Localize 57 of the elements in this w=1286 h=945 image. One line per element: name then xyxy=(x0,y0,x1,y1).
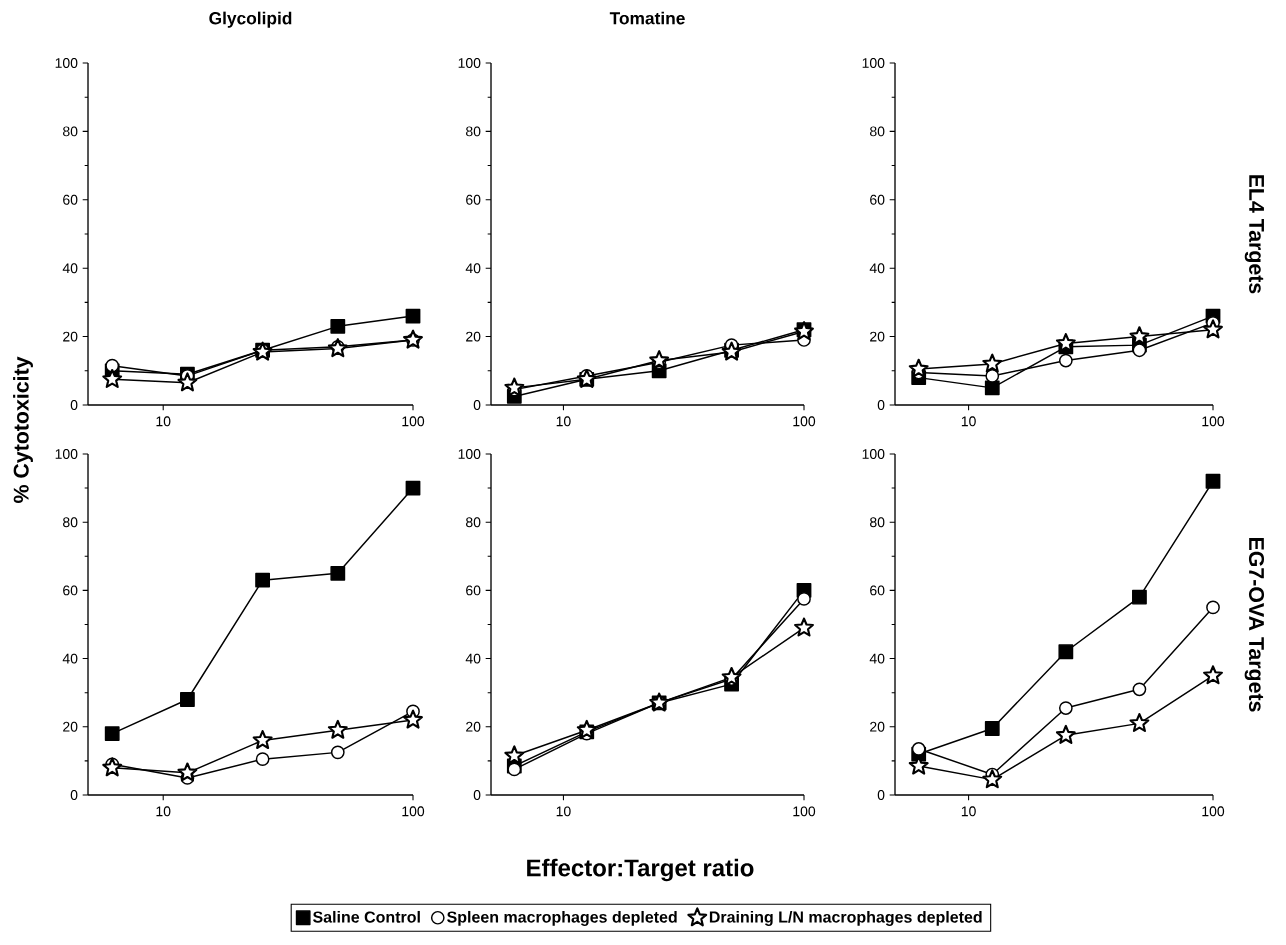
y-tick-label: 80 xyxy=(63,517,78,528)
y-tick-label: 60 xyxy=(870,194,885,205)
y-tick-label: 20 xyxy=(870,331,885,342)
y-tick-label: 0 xyxy=(70,400,78,410)
text: EL4 Targets xyxy=(1244,175,1264,294)
y-axis-title: % Cytotoxicity xyxy=(13,356,33,503)
y-tick-label: 0 xyxy=(473,400,481,410)
y-tick-label: 60 xyxy=(63,194,78,205)
chart-title: Tomatine xyxy=(609,11,685,25)
y-tick-label: 60 xyxy=(870,585,885,596)
y-tick-label: 100 xyxy=(862,58,885,68)
x-tick-label: 100 xyxy=(793,416,816,427)
y-tick-label: 20 xyxy=(870,721,885,732)
y-tick-label: 40 xyxy=(62,653,78,664)
y-tick-label: 20 xyxy=(63,721,78,732)
y-tick-label: 100 xyxy=(458,58,481,68)
y-tick-label: 0 xyxy=(877,790,885,800)
legend-label: Spleen macrophages depleted xyxy=(447,910,677,926)
y-tick-label: 80 xyxy=(466,126,481,137)
legend-label: Saline Control xyxy=(312,910,420,923)
y-tick-label: 80 xyxy=(63,126,78,137)
x-tick-label: 100 xyxy=(1202,806,1225,817)
y-tick-label: 0 xyxy=(877,400,885,410)
y-tick-label: 60 xyxy=(63,585,78,596)
x-tick-label: 10 xyxy=(961,416,976,427)
chart-title: Glycolipid xyxy=(209,11,292,28)
x-tick-label: 10 xyxy=(556,806,571,817)
y-tick-label: 20 xyxy=(466,721,481,732)
x-tick-label: 100 xyxy=(402,806,425,817)
x-tick-label: 10 xyxy=(961,806,976,817)
y-tick-label: 100 xyxy=(458,449,481,459)
y-tick-label: 40 xyxy=(465,653,481,664)
y-tick-label: 20 xyxy=(466,331,481,342)
y-tick-label: 80 xyxy=(870,126,885,137)
y-tick-label: 80 xyxy=(466,517,481,528)
y-tick-label: 100 xyxy=(862,449,885,459)
y-tick-label: 40 xyxy=(62,263,78,274)
x-tick-label: 100 xyxy=(793,806,816,817)
y-tick-label: 0 xyxy=(473,790,481,800)
y-tick-label: 20 xyxy=(63,331,78,342)
x-tick-label: 100 xyxy=(1202,416,1225,427)
y-tick-label: 40 xyxy=(465,263,481,274)
x-axis-title: Effector:Target ratio xyxy=(527,858,754,882)
y-tick-label: 40 xyxy=(869,653,885,664)
x-tick-label: 10 xyxy=(156,806,171,817)
x-tick-label: 10 xyxy=(556,416,571,427)
text: EG7-OVA Targets xyxy=(1244,537,1265,712)
x-tick-label: 10 xyxy=(156,416,171,427)
legend-label: Draining L/N macrophages depleted xyxy=(709,910,982,926)
y-tick-label: 100 xyxy=(55,449,78,459)
y-tick-label: 80 xyxy=(870,517,885,528)
y-tick-label: 0 xyxy=(70,790,78,800)
y-tick-label: 60 xyxy=(466,194,481,205)
x-tick-label: 100 xyxy=(402,416,425,427)
y-tick-label: 100 xyxy=(55,58,78,68)
y-tick-label: 60 xyxy=(466,585,481,596)
y-tick-label: 40 xyxy=(869,263,885,274)
